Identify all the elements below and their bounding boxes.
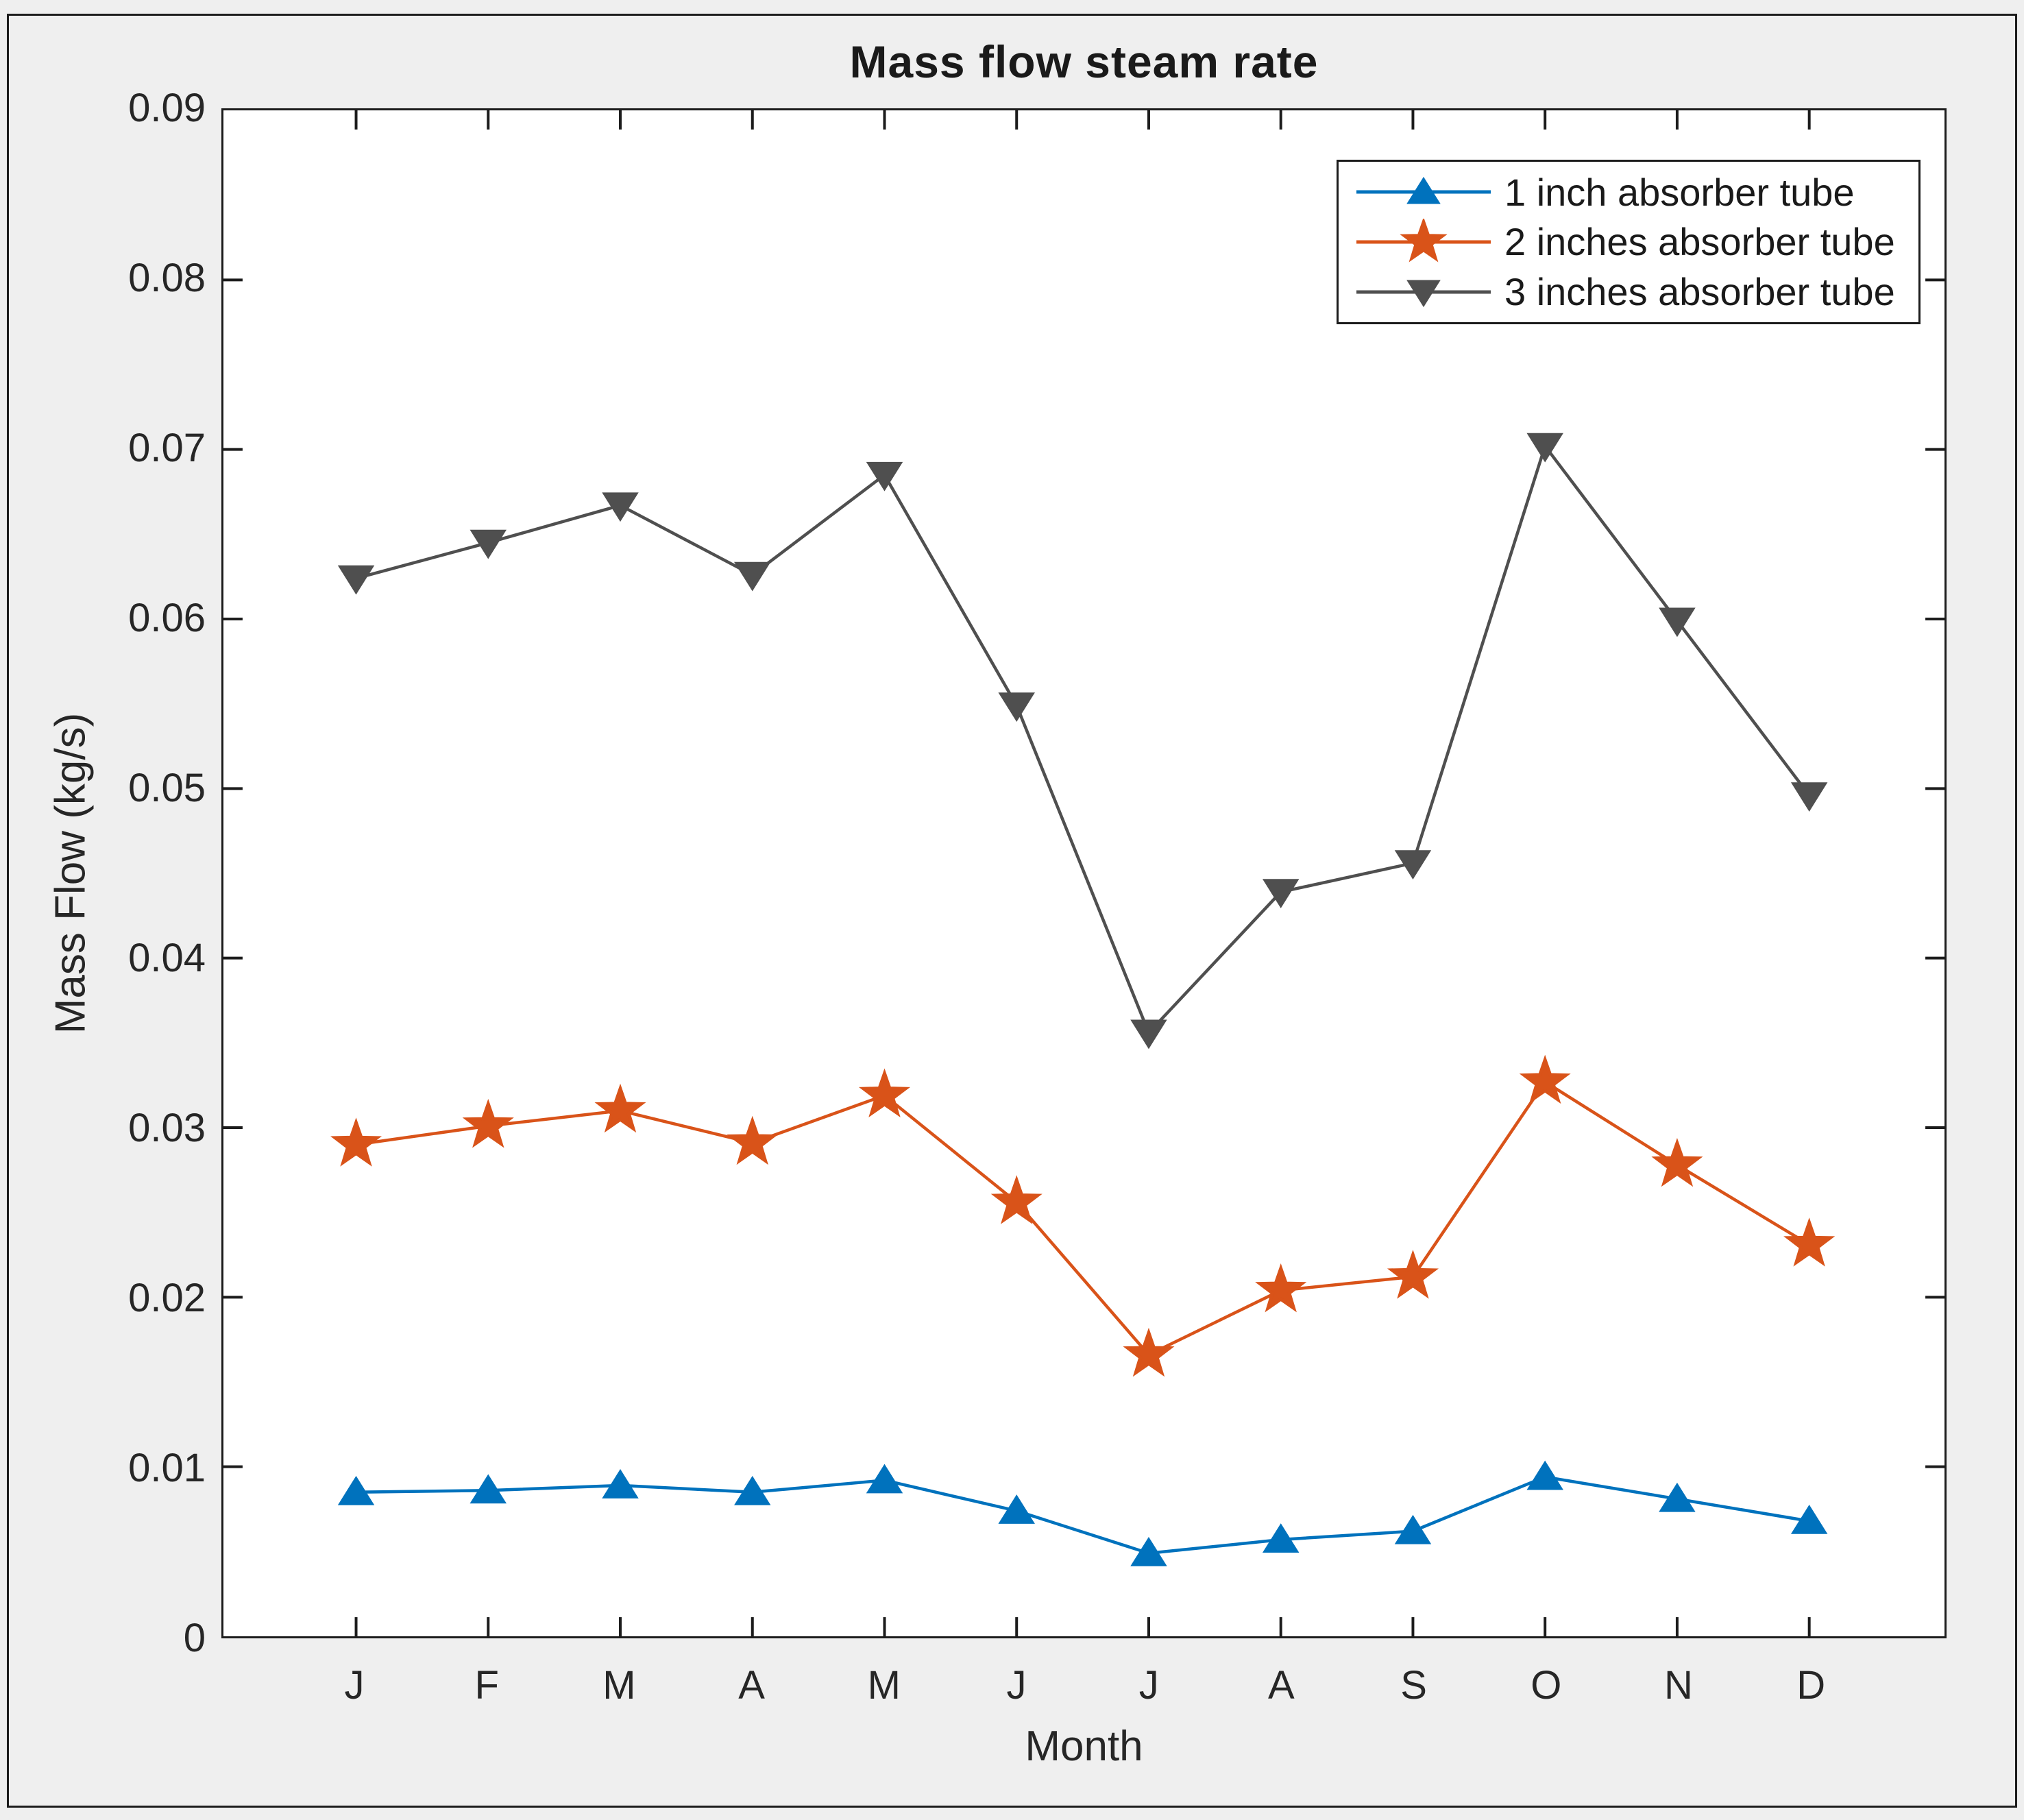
triangle-down-marker [866, 461, 903, 492]
triangle-up-marker [470, 1474, 507, 1504]
y-tick-label: 0.09 [128, 86, 206, 130]
legend-entry: 2 inches absorber tube [1355, 218, 1912, 265]
triangle-up-marker [1262, 1523, 1300, 1553]
y-tick-label: 0 [183, 1616, 206, 1660]
y-tick-label: 0.06 [128, 596, 206, 640]
y-tick-label: 0.05 [128, 766, 206, 810]
star-marker [1255, 1263, 1307, 1313]
x-tick-label: M [867, 1663, 901, 1708]
x-tick-label: O [1531, 1663, 1562, 1708]
x-tick-label: S [1400, 1663, 1427, 1708]
star-marker [462, 1098, 514, 1148]
star-marker [1400, 218, 1448, 263]
star-marker [858, 1068, 911, 1117]
triangle-down-marker [1262, 879, 1300, 909]
star-marker [1387, 1250, 1439, 1299]
triangle-down-marker [1394, 850, 1432, 879]
y-tick-label: 0.08 [128, 256, 206, 300]
triangle-down-marker [998, 692, 1035, 722]
series-line-triangle-down [355, 442, 1811, 1036]
star-marker [1783, 1217, 1836, 1267]
chart-title: Mass flow steam rate [849, 36, 1319, 87]
star-marker [330, 1117, 382, 1167]
triangle-down-marker [470, 529, 507, 559]
legend: 1 inch absorber tube 2 inches absorber tu… [1337, 160, 1921, 324]
triangle-down-marker [1526, 433, 1563, 463]
triangle-up-marker [1394, 1514, 1432, 1544]
y-tick-label: 0.01 [128, 1446, 206, 1490]
plot-area [221, 108, 1947, 1638]
x-tick-label: D [1796, 1663, 1826, 1708]
triangle-up-marker [602, 1469, 639, 1499]
triangle-down-marker [1790, 782, 1828, 812]
legend-marker-sample [1356, 177, 1491, 204]
star-marker [727, 1115, 779, 1165]
star-marker [594, 1083, 646, 1133]
star-marker [1651, 1137, 1703, 1187]
triangle-up-marker [1790, 1504, 1828, 1534]
triangle-down-marker [1659, 607, 1696, 638]
y-axis-label: Mass Flow (kg/s) [47, 712, 95, 1034]
legend-label: 1 inch absorber tube [1504, 170, 1855, 214]
triangle-down-marker [1406, 280, 1441, 307]
triangle-up-marker [1526, 1460, 1563, 1490]
triangle-up-marker [734, 1475, 771, 1505]
triangle-down-marker [602, 492, 639, 522]
x-tick-label: M [602, 1663, 636, 1708]
star-marker [1519, 1054, 1571, 1104]
x-tick-label: J [1006, 1663, 1027, 1708]
y-tick-label: 0.07 [128, 426, 206, 470]
legend-label: 3 inches absorber tube [1504, 270, 1895, 314]
star-marker [990, 1175, 1043, 1224]
x-tick-label: A [738, 1663, 765, 1708]
triangle-down-marker [734, 561, 771, 592]
x-tick-label: J [344, 1663, 365, 1708]
x-tick-label: A [1268, 1663, 1295, 1708]
series-line-star [356, 1080, 1810, 1357]
star-marker [1123, 1327, 1175, 1377]
y-tick-label: 0.03 [128, 1106, 206, 1150]
triangle-up-marker [337, 1475, 375, 1505]
y-tick-label: 0.02 [128, 1276, 206, 1320]
triangle-up-marker [866, 1464, 903, 1494]
triangle-up-marker [998, 1494, 1035, 1524]
legend-entry: 1 inch absorber tube [1355, 169, 1912, 215]
legend-marker-sample [1356, 280, 1491, 307]
legend-entry: 3 inches absorber tube [1355, 269, 1912, 315]
legend-label: 2 inches absorber tube [1504, 220, 1895, 264]
legend-marker-sample [1356, 218, 1491, 263]
x-axis-label: Month [1025, 1723, 1143, 1770]
x-tick-label: F [474, 1663, 499, 1708]
chart-canvas [223, 110, 1944, 1636]
triangle-down-marker [1130, 1019, 1167, 1049]
y-tick-label: 0.04 [128, 936, 206, 980]
x-tick-label: N [1664, 1663, 1693, 1708]
triangle-up-marker [1659, 1482, 1696, 1512]
series-line-triangle-up [356, 1475, 1810, 1555]
triangle-up-marker [1130, 1536, 1167, 1566]
x-tick-label: J [1138, 1663, 1159, 1708]
triangle-up-marker [1406, 177, 1441, 204]
triangle-down-marker [337, 565, 375, 595]
